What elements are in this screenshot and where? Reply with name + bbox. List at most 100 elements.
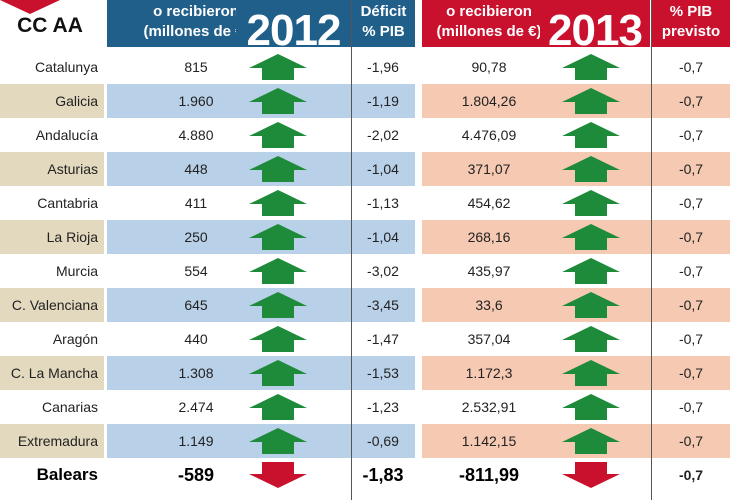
arrow-up-icon	[562, 54, 620, 80]
cell-2013: 454,62 -0,7	[422, 186, 730, 220]
value-2012: 1.960	[178, 93, 214, 109]
value-2013: 357,04	[467, 331, 511, 347]
header-2012-year: 2012	[246, 6, 342, 55]
value-2012: 250	[184, 229, 208, 245]
header-2013-amount-line1: o recibieron	[446, 3, 532, 20]
deficit-2012: -3,45	[367, 297, 399, 313]
arrow-up-icon	[249, 326, 307, 352]
deficit-2012: -1,23	[367, 399, 399, 415]
value-2013: 371,07	[467, 161, 511, 177]
arrow-up-icon	[562, 394, 620, 420]
deficit-2012: -1,47	[367, 331, 399, 347]
table-row: Asturias 448 -1,04 371,07 -0,7	[0, 152, 730, 186]
table-row: Galicia 1.960 -1,19 1.804,26 -0,7	[0, 84, 730, 118]
value-2012: 411	[184, 195, 208, 211]
value-2013: 1.172,3	[465, 365, 513, 381]
value-2012: 554	[184, 263, 208, 279]
table-row: Balears -589 -1,83 -811,99 -0,7	[0, 458, 730, 492]
deficit-2012: -2,02	[367, 127, 399, 143]
cell-2012: 1.960 -1,19	[107, 84, 415, 118]
arrow-up-icon	[249, 394, 307, 420]
deficit-2012: -1,83	[362, 465, 404, 485]
arrow-up-icon	[562, 156, 620, 182]
cell-2012: -589 -1,83	[107, 458, 415, 492]
value-2013: 454,62	[467, 195, 511, 211]
cell-2013: 1.142,15 -0,7	[422, 424, 730, 458]
deficit-2013: -0,7	[678, 297, 704, 313]
column-divider	[351, 0, 352, 500]
value-2012: -589	[177, 465, 215, 485]
arrow-up-icon	[249, 428, 307, 454]
value-2012: 1.149	[178, 433, 214, 449]
table-row: C. Valenciana 645 -3,45 33,6 -0,7	[0, 288, 730, 322]
table-row: Murcia 554 -3,02 435,97 -0,7	[0, 254, 730, 288]
cell-2013: 1.172,3 -0,7	[422, 356, 730, 390]
arrow-up-icon	[249, 360, 307, 386]
region-name: Canarias	[41, 399, 98, 415]
arrow-up-icon	[562, 258, 620, 284]
deficit-2013: -0,7	[678, 331, 704, 347]
cell-2013: 371,07 -0,7	[422, 152, 730, 186]
cell-2012: 1.149 -0,69	[107, 424, 415, 458]
deficit-2013: -0,7	[678, 433, 704, 449]
header-2012-amount-line1: o recibieron	[153, 3, 239, 20]
arrow-up-icon	[562, 190, 620, 216]
header-2012-deficit-line1: Déficit	[360, 3, 407, 20]
region-name: Extremadura	[0, 424, 104, 458]
arrow-up-icon	[249, 88, 307, 114]
deficit-2013: -0,7	[678, 161, 704, 177]
cell-2012: 411 -1,13	[107, 186, 415, 220]
arrow-up-icon	[249, 122, 307, 148]
table-row: Andalucía 4.880 -2,02 4.476,09 -0,7	[0, 118, 730, 152]
cell-2012: 2.474 -1,23	[107, 390, 415, 424]
deficit-2013: -0,7	[678, 229, 704, 245]
deficit-2012: -1,96	[367, 59, 399, 75]
cell-2013: -811,99 -0,7	[422, 458, 730, 492]
region-name: Asturias	[0, 152, 104, 186]
arrow-up-icon	[562, 292, 620, 318]
corner-arrow-icon	[0, 0, 60, 14]
value-2013: 1.804,26	[461, 93, 517, 109]
region-name: Andalucía	[35, 127, 98, 143]
data-table: Catalunya 815 -1,96 90,78 -0,7 Galicia 1.960 -1…	[0, 50, 730, 492]
cell-2012: 554 -3,02	[107, 254, 415, 288]
value-2013: 268,16	[467, 229, 511, 245]
cell-2012: 645 -3,45	[107, 288, 415, 322]
deficit-2012: -1,19	[367, 93, 399, 109]
cell-2013: 33,6 -0,7	[422, 288, 730, 322]
cell-2012: 1.308 -1,53	[107, 356, 415, 390]
cell-2013: 4.476,09 -0,7	[422, 118, 730, 152]
header-2012-deficit-line2: % PIB	[362, 23, 405, 40]
value-2013: 2.532,91	[461, 399, 517, 415]
deficit-2012: -0,69	[367, 433, 399, 449]
value-2013: 90,78	[471, 59, 507, 75]
cell-2013: 435,97 -0,7	[422, 254, 730, 288]
arrow-up-icon	[249, 292, 307, 318]
value-2012: 645	[184, 297, 208, 313]
value-2012: 1.308	[178, 365, 214, 381]
cell-2012: 250 -1,04	[107, 220, 415, 254]
value-2013: 33,6	[475, 297, 503, 313]
table-row: C. La Mancha 1.308 -1,53 1.172,3 -0,7	[0, 356, 730, 390]
arrow-up-icon	[562, 428, 620, 454]
header-2013-year: 2013	[548, 6, 643, 55]
arrow-up-icon	[249, 258, 307, 284]
table-row: La Rioja 250 -1,04 268,16 -0,7	[0, 220, 730, 254]
header-2013-amount: o recibieron (millones de €)	[422, 0, 556, 47]
table-row: Cantabria 411 -1,13 454,62 -0,7	[0, 186, 730, 220]
deficit-2012: -1,13	[367, 195, 399, 211]
deficit-2013: -0,7	[678, 127, 704, 143]
region-name: C. Valenciana	[0, 288, 104, 322]
deficit-2012: -3,02	[367, 263, 399, 279]
deficit-2013: -0,7	[678, 399, 704, 415]
header-2013-deficit-line2: previsto	[661, 23, 721, 40]
region-name: Cantabria	[37, 195, 98, 211]
cell-2012: 440 -1,47	[107, 322, 415, 356]
arrow-up-icon	[249, 54, 307, 80]
arrow-down-icon	[562, 462, 620, 488]
region-name: C. La Mancha	[0, 356, 104, 390]
arrow-up-icon	[249, 224, 307, 250]
table-row: Extremadura 1.149 -0,69 1.142,15 -0,7	[0, 424, 730, 458]
arrow-up-icon	[249, 156, 307, 182]
value-2012: 4.880	[178, 127, 214, 143]
